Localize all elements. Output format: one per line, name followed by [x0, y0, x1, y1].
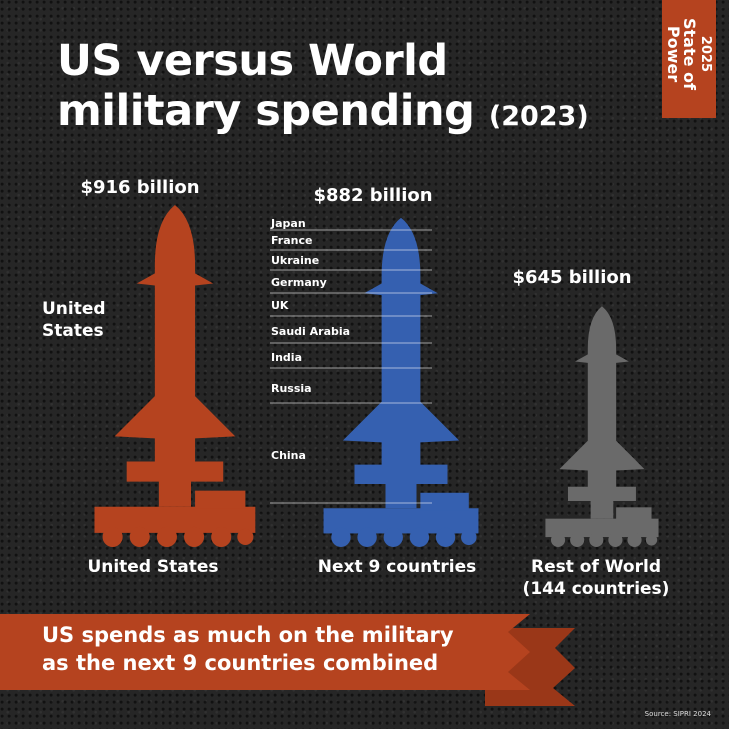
segment-label: Ukraine — [271, 254, 319, 267]
banner-line-1: US spends as much on the military — [42, 623, 454, 647]
segment-label: UK — [271, 299, 289, 312]
segment-label: Russia — [271, 382, 312, 395]
rocket-bar-next-9 — [323, 217, 479, 547]
category-label-united-states: United States — [87, 557, 218, 577]
value-label-next-9: $882 billion — [313, 185, 432, 206]
banner — [0, 614, 530, 690]
chart-title: US versus World military spending (2023) — [57, 36, 617, 142]
side-label-states: States — [42, 321, 104, 341]
report-badge — [662, 0, 716, 118]
country-segment-labels: Japan France Ukraine Germany UK Saudi Ar… — [270, 217, 350, 462]
rocket-bar-rest-of-world — [545, 306, 659, 547]
category-label-next-9: Next 9 countries — [318, 557, 476, 577]
side-label-united: United — [42, 299, 106, 319]
category-label-rest-of-world: Rest of World — [531, 557, 661, 577]
category-label-rest-of-world-count: (144 countries) — [523, 579, 670, 599]
rocket-bar-united-states — [94, 205, 256, 547]
title-line-1: US versus World — [57, 36, 448, 86]
segment-dividers — [270, 229, 432, 504]
source-credit: Source: SIPRI 2024 — [644, 710, 711, 718]
title-year: (2023) — [488, 101, 589, 132]
value-label-rest-of-world: $645 billion — [512, 267, 631, 288]
value-label-united-states: $916 billion — [80, 177, 199, 198]
banner-text: US spends as much on the military as the … — [42, 621, 522, 677]
title-line-2: military spending — [57, 86, 475, 136]
segment-label: Japan — [270, 217, 306, 230]
segment-label: China — [271, 449, 306, 462]
segment-label: France — [271, 234, 312, 247]
segment-label: Saudi Arabia — [271, 325, 350, 338]
rocket-bars — [94, 205, 659, 547]
segment-label: Germany — [271, 276, 327, 289]
banner-line-2: as the next 9 countries combined — [42, 651, 439, 675]
segment-label: India — [271, 351, 302, 364]
